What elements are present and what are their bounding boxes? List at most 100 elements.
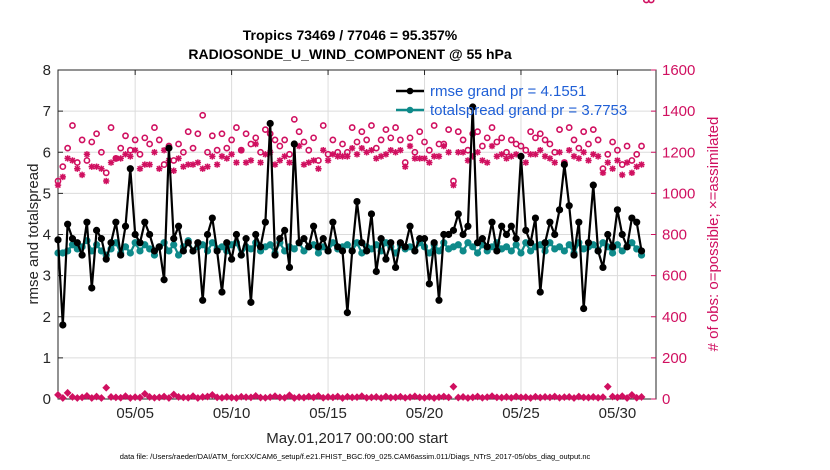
obs-assimilated-marker xyxy=(551,159,558,166)
obs-possible-marker xyxy=(425,146,433,154)
obs-low-marker xyxy=(58,394,67,402)
totalspread-point xyxy=(126,249,134,257)
rmse-point xyxy=(242,235,250,243)
obs-assimilated-marker xyxy=(609,165,616,172)
obs-assimilated-marker xyxy=(503,155,510,162)
obs-low-marker xyxy=(107,393,115,401)
rmse-point xyxy=(126,165,134,173)
rmse-point xyxy=(560,160,568,169)
rmse-point xyxy=(68,235,77,243)
obs-low-marker xyxy=(295,393,304,402)
rmse-point xyxy=(136,239,144,247)
obs-possible-marker xyxy=(93,130,100,138)
obs-assimilated-marker xyxy=(122,151,129,158)
totalspread-point xyxy=(469,243,477,251)
obs-possible-marker xyxy=(575,144,583,152)
obs-possible-marker xyxy=(73,159,81,166)
obs-possible-marker xyxy=(151,124,158,131)
obs-assimilated-marker xyxy=(112,155,120,162)
rmse-point xyxy=(150,247,159,255)
rmse-point xyxy=(589,181,597,189)
totalspread-point xyxy=(507,247,515,255)
obs-possible-marker xyxy=(614,146,621,154)
obs-possible-marker xyxy=(83,157,91,164)
obs-possible-marker xyxy=(503,148,510,156)
obs-possible-marker xyxy=(194,130,202,138)
obs-possible-marker xyxy=(594,136,602,144)
obs-assimilated-marker xyxy=(484,159,491,166)
rmse-point xyxy=(488,218,496,226)
obs-possible-marker xyxy=(536,130,544,138)
totalspread-point xyxy=(459,247,467,255)
rmse-point xyxy=(425,280,433,288)
obs-assimilated-marker xyxy=(363,149,370,156)
obs-low-marker xyxy=(425,393,434,401)
rmse-point xyxy=(580,304,588,313)
obs-low-marker xyxy=(237,392,246,401)
obs-low-marker xyxy=(68,393,77,401)
y-axis-label-right: # of obs: o=possible; ×=assimilated xyxy=(705,117,722,352)
rmse-point xyxy=(363,247,371,255)
obs-possible-marker xyxy=(493,138,501,146)
obs-assimilated-marker xyxy=(387,146,394,154)
obs-assimilated-marker xyxy=(594,153,602,160)
obs-low-marker xyxy=(63,388,72,397)
rmse-point xyxy=(396,239,405,247)
totalspread-point xyxy=(266,241,274,249)
totalspread-point xyxy=(174,251,183,259)
rmse-point xyxy=(411,247,419,255)
rmse-point xyxy=(179,247,187,255)
totalspread-point xyxy=(454,241,462,249)
obs-low-marker xyxy=(160,392,169,401)
obs-assimilated-marker xyxy=(252,140,259,148)
obs-assimilated-marker xyxy=(189,161,197,168)
obs-low-marker xyxy=(242,393,250,402)
rmse-point xyxy=(459,230,467,239)
obs-possible-marker xyxy=(98,148,105,156)
obs-assimilated-marker xyxy=(180,163,187,170)
obs-low-marker xyxy=(357,392,366,401)
obs-assimilated-marker xyxy=(117,155,124,162)
obs-low-marker xyxy=(512,392,521,401)
rmse-point xyxy=(483,243,491,251)
obs-possible-marker xyxy=(411,148,419,156)
y-tick-label: 6 xyxy=(43,144,51,161)
obs-assimilated-marker xyxy=(59,173,67,181)
obs-low-marker xyxy=(444,393,453,402)
rmse-point xyxy=(502,230,511,239)
obs-assimilated-marker xyxy=(271,161,279,168)
obs-possible-marker xyxy=(117,144,125,152)
rmse-point xyxy=(271,251,279,259)
rmse-point xyxy=(449,226,458,234)
obs-assimilated-marker xyxy=(392,149,399,156)
legend-rmse-marker xyxy=(406,87,414,95)
obs-assimilated-marker xyxy=(228,151,235,158)
rmse-point xyxy=(165,144,173,152)
obs-possible-marker xyxy=(392,124,399,131)
obs-low-marker xyxy=(145,393,154,401)
obs-assimilated-marker xyxy=(107,159,115,166)
obs-possible-marker xyxy=(155,136,163,144)
rmse-point xyxy=(112,218,120,226)
totalspread-point xyxy=(608,249,617,257)
obs-possible-marker xyxy=(69,122,76,129)
obs-assimilated-marker xyxy=(64,155,71,162)
obs-assimilated-marker xyxy=(406,142,414,150)
obs-assimilated-marker xyxy=(435,153,443,160)
rmse-point xyxy=(54,236,62,244)
obs-possible-marker xyxy=(546,140,554,148)
obs-low-marker xyxy=(492,393,501,402)
obs-possible-marker xyxy=(204,148,211,156)
obs-assimilated-marker xyxy=(464,157,472,164)
obs-low-marker xyxy=(343,392,352,401)
rmse-point xyxy=(237,251,245,259)
y-right-tick-label: 800 xyxy=(662,227,687,244)
obs-possible-marker xyxy=(507,136,515,144)
obs-low-marker xyxy=(304,392,313,401)
rmse-point xyxy=(358,239,366,247)
obs-possible-marker xyxy=(498,134,506,142)
obs-assimilated-marker xyxy=(170,167,177,174)
rmse-point xyxy=(599,263,607,271)
obs-assimilated-marker xyxy=(218,153,226,160)
obs-assimilated-marker xyxy=(315,165,322,172)
